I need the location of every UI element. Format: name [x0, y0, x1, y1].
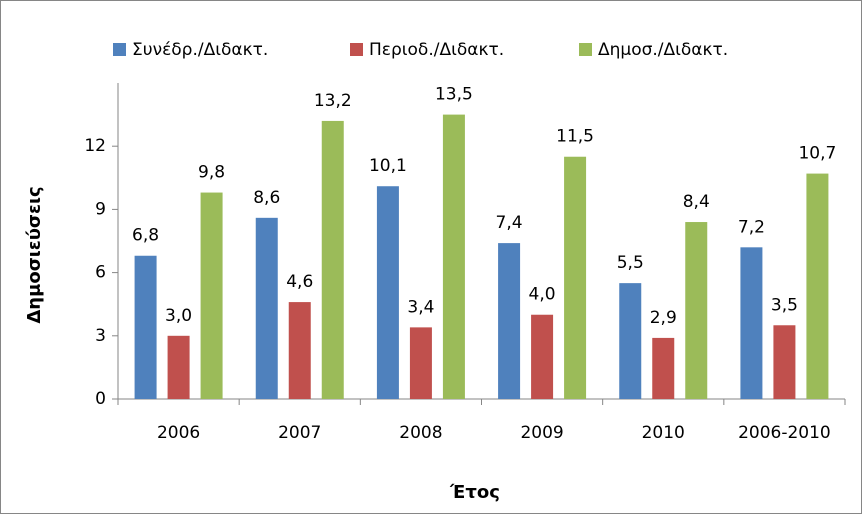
value-label: 3,0 [165, 306, 192, 326]
bar [200, 192, 223, 399]
value-label: 5,5 [617, 253, 644, 273]
y-tick-label: 3 [95, 326, 106, 346]
y-axis-title: Δημοσιεύσεις [24, 186, 45, 323]
value-label: 10,1 [369, 156, 407, 176]
value-label: 10,7 [798, 144, 836, 164]
value-label: 8,4 [683, 192, 710, 212]
bar [564, 156, 587, 399]
y-tick-label: 9 [95, 199, 106, 219]
value-label: 8,6 [253, 188, 280, 208]
bar [376, 186, 399, 399]
value-label: 4,6 [286, 272, 313, 292]
bar [321, 120, 344, 400]
value-label: 3,5 [771, 295, 798, 315]
legend-label: Περιοδ./Διδακτ. [369, 40, 504, 60]
x-tick-label: 2008 [399, 423, 442, 443]
legend-swatch [579, 43, 592, 56]
value-label: 3,4 [407, 297, 434, 317]
value-label: 7,2 [738, 217, 765, 237]
x-axis-title: Έτος [449, 482, 500, 503]
bar [531, 314, 554, 399]
legend-label: Δημοσ./Διδακτ. [598, 40, 728, 60]
bar [619, 283, 642, 399]
value-label: 13,5 [435, 85, 473, 105]
x-tick-label: 2006-2010 [738, 423, 831, 443]
bar [652, 337, 675, 399]
bar [167, 335, 190, 399]
y-tick-label: 12 [84, 136, 106, 156]
value-label: 13,2 [314, 91, 352, 111]
bar [773, 325, 796, 399]
legend-swatch [113, 43, 126, 56]
value-label: 6,8 [132, 226, 159, 246]
y-tick-label: 0 [95, 389, 106, 409]
x-tick-label: 2009 [520, 423, 563, 443]
bar [409, 327, 432, 399]
value-label: 11,5 [556, 127, 594, 147]
value-label: 2,9 [650, 308, 677, 328]
x-tick-label: 2010 [642, 423, 685, 443]
bar [288, 302, 311, 399]
value-label: 4,0 [529, 285, 556, 305]
value-label: 9,8 [198, 163, 225, 183]
value-label: 7,4 [496, 213, 523, 233]
x-tick-label: 2007 [278, 423, 321, 443]
x-tick-label: 2006 [157, 423, 200, 443]
bar [134, 255, 157, 399]
bar [806, 173, 829, 399]
y-tick-label: 6 [95, 263, 106, 283]
legend-label: Συνέδρ./Διδακτ. [132, 40, 268, 60]
bar [255, 217, 278, 399]
bar [498, 243, 521, 399]
bar [740, 247, 763, 399]
legend-swatch [350, 43, 363, 56]
bar [685, 222, 708, 399]
bar [442, 114, 465, 399]
